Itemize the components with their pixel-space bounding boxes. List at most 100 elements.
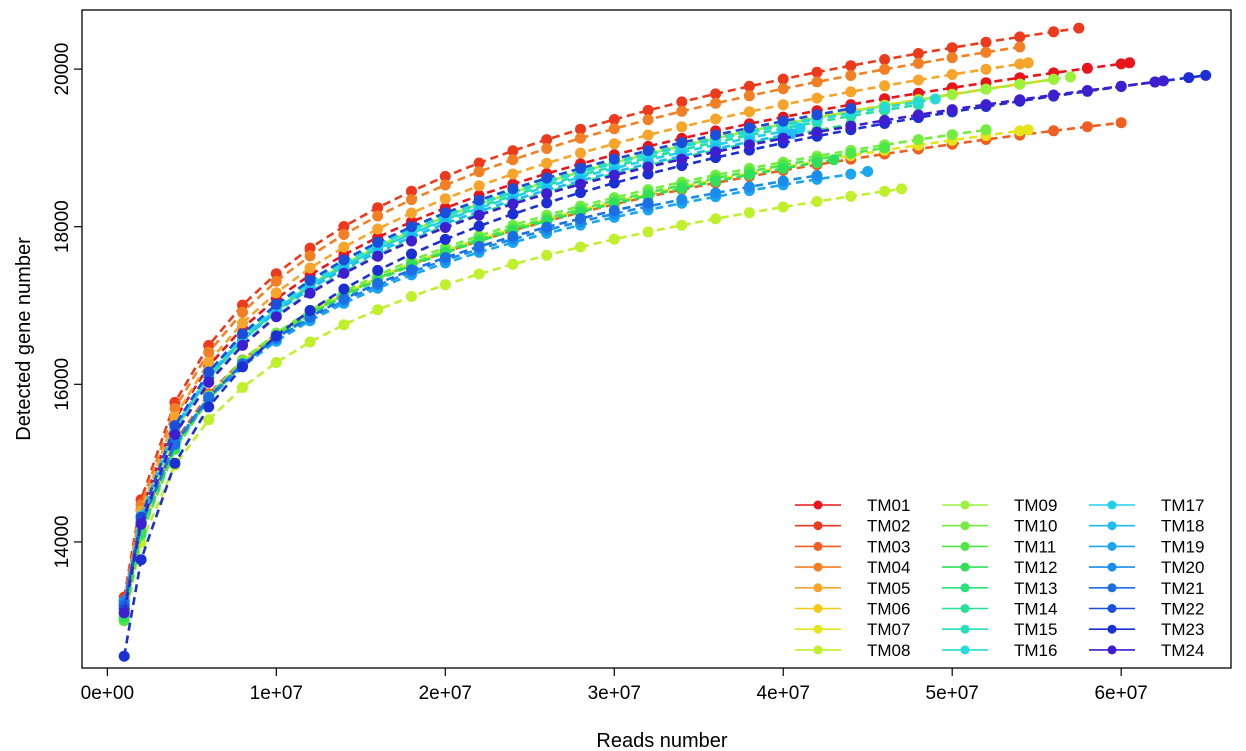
legend-item-tm08: TM08 xyxy=(795,641,910,660)
data-point xyxy=(676,153,688,165)
data-point xyxy=(743,90,755,102)
series-TM05 xyxy=(118,57,1034,611)
data-point xyxy=(676,121,688,133)
data-point xyxy=(575,187,586,199)
legend-item-tm15: TM15 xyxy=(942,620,1057,639)
data-point xyxy=(338,241,350,253)
data-point xyxy=(541,134,553,146)
data-point xyxy=(304,262,316,274)
data-point xyxy=(879,63,891,75)
data-point xyxy=(270,311,282,323)
series-TM11 xyxy=(118,142,891,627)
data-point xyxy=(270,357,282,368)
legend-item-tm17: TM17 xyxy=(1089,496,1204,515)
legend-swatch-marker xyxy=(960,541,970,551)
y-axis-title: Detected gene number xyxy=(13,237,35,441)
data-point xyxy=(473,241,485,252)
data-point xyxy=(946,129,958,141)
data-point xyxy=(879,101,891,113)
data-point xyxy=(845,120,857,132)
data-point xyxy=(237,339,248,351)
data-point xyxy=(608,138,620,150)
series-TM03 xyxy=(118,117,1127,611)
data-point xyxy=(575,147,586,159)
data-point xyxy=(118,607,130,619)
data-point xyxy=(845,60,857,72)
data-point xyxy=(811,170,823,181)
data-point xyxy=(777,83,789,95)
data-point xyxy=(777,132,789,144)
data-point xyxy=(406,291,417,302)
legend-item-tm22: TM22 xyxy=(1089,600,1204,619)
data-point xyxy=(946,42,958,54)
data-point xyxy=(777,115,789,127)
legend-swatch-marker xyxy=(1107,583,1117,593)
data-point xyxy=(710,146,722,158)
legend-label: TM01 xyxy=(867,496,910,515)
data-point xyxy=(777,201,789,213)
data-point xyxy=(541,221,553,233)
data-point xyxy=(710,175,722,187)
data-point xyxy=(777,73,789,85)
data-point xyxy=(642,129,654,141)
data-point xyxy=(980,63,992,75)
legend-swatch-marker xyxy=(960,562,970,572)
data-point xyxy=(270,330,282,342)
data-point xyxy=(304,287,316,299)
data-point xyxy=(304,274,316,286)
data-point xyxy=(676,182,688,194)
data-point xyxy=(642,104,654,116)
data-point xyxy=(575,178,586,190)
data-point xyxy=(642,145,654,157)
data-point xyxy=(980,46,992,58)
data-point xyxy=(507,145,519,157)
data-point xyxy=(794,122,806,134)
data-point xyxy=(1014,78,1026,90)
data-point xyxy=(237,382,248,393)
legend-swatch-marker xyxy=(960,645,970,655)
legend-swatch-marker xyxy=(1107,541,1117,551)
data-point xyxy=(507,198,519,210)
legend-swatch-marker xyxy=(813,604,823,613)
data-point xyxy=(1183,72,1195,84)
data-point xyxy=(1081,85,1093,96)
x-tick-label: 0e+00 xyxy=(81,683,134,704)
data-point xyxy=(980,124,992,136)
data-point xyxy=(372,223,384,235)
data-point xyxy=(372,250,384,262)
data-point xyxy=(1081,121,1093,133)
data-point xyxy=(473,157,485,169)
data-point xyxy=(372,202,384,214)
data-point xyxy=(338,283,350,295)
data-point xyxy=(1115,58,1127,70)
legend-item-tm18: TM18 xyxy=(1089,517,1204,536)
legend-swatch-marker xyxy=(1107,604,1117,613)
data-point xyxy=(507,183,519,195)
data-point xyxy=(473,194,485,206)
data-point xyxy=(710,213,722,225)
legend-item-tm01: TM01 xyxy=(795,496,910,515)
legend-swatch-marker xyxy=(813,521,823,531)
series-TM22 xyxy=(118,103,857,615)
x-tick-label: 5e+07 xyxy=(926,683,979,704)
data-point xyxy=(203,401,215,413)
data-point xyxy=(1115,117,1127,129)
data-point xyxy=(304,305,316,316)
data-point xyxy=(676,219,688,231)
series-TM08 xyxy=(118,183,907,627)
data-point xyxy=(710,113,722,125)
legend-swatch-marker xyxy=(1107,562,1117,572)
legend-item-tm24: TM24 xyxy=(1089,641,1204,660)
series-line xyxy=(122,187,902,621)
data-point xyxy=(1014,58,1026,70)
data-point xyxy=(541,143,553,154)
series-TM06 xyxy=(118,73,1060,615)
legend-label: TM20 xyxy=(1161,558,1204,577)
legend-item-tm12: TM12 xyxy=(942,558,1057,577)
legend-label: TM23 xyxy=(1161,620,1204,639)
data-point xyxy=(372,277,384,289)
data-point xyxy=(1065,71,1076,83)
data-point xyxy=(575,213,586,225)
data-point xyxy=(541,188,553,200)
legend-item-tm11: TM11 xyxy=(942,537,1056,556)
